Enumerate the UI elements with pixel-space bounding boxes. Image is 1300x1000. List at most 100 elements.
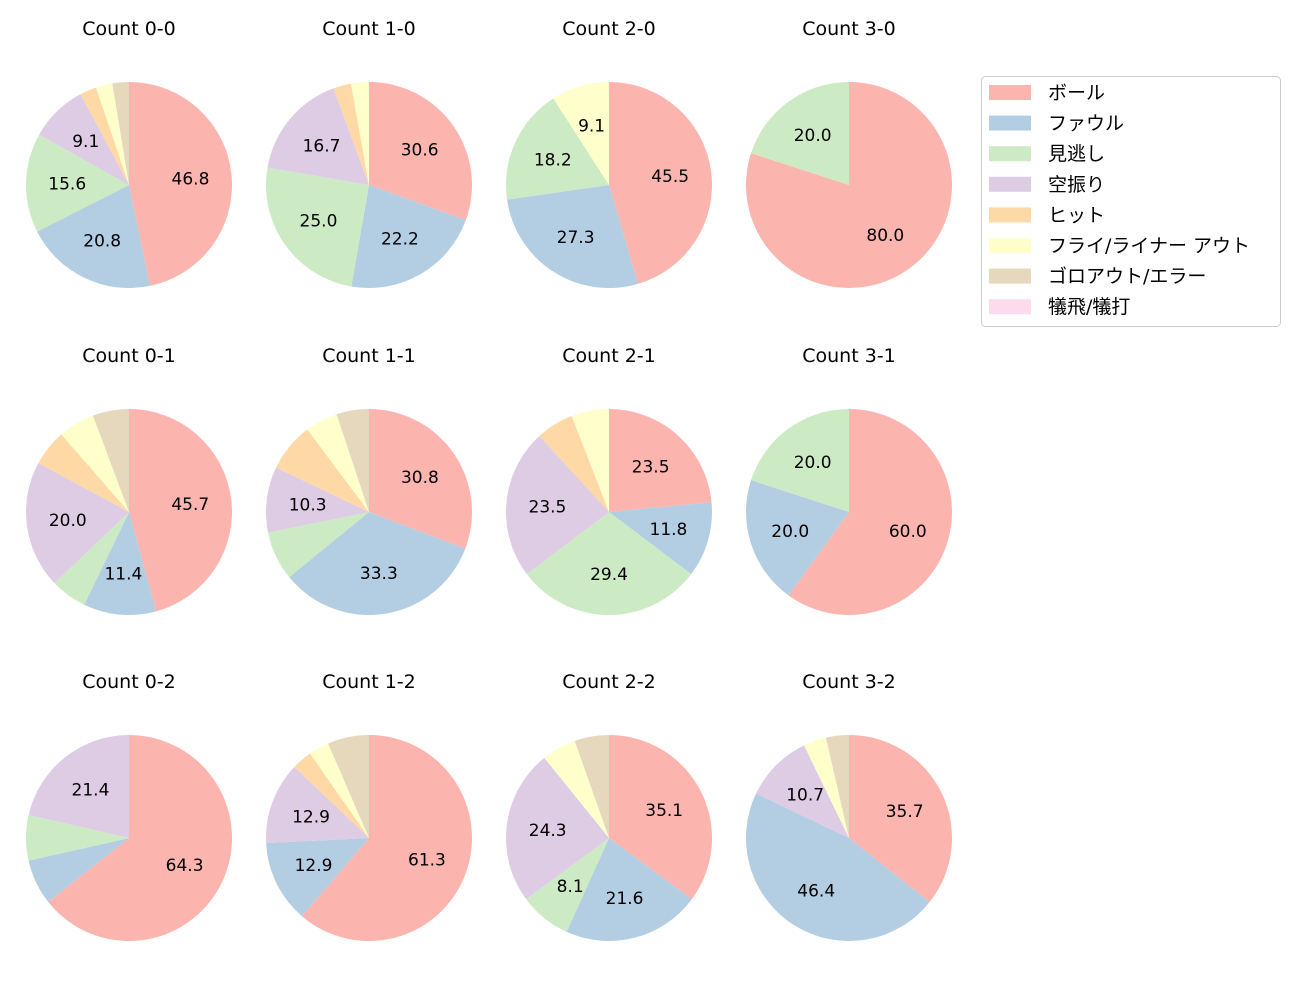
slice-label: 16.7 [303,136,341,156]
pie-slice-ファウル [266,838,369,917]
slice-label: 20.0 [794,453,832,473]
slice-label: 21.6 [606,889,644,909]
slice-label: 8.1 [557,877,584,897]
pie-slice-ボール [129,409,233,612]
legend-swatch [989,207,1031,223]
pie-slice-見逃し [751,82,849,185]
slice-label: 80.0 [866,226,904,246]
slice-label: 23.5 [529,497,567,517]
pie-slice-見逃し [526,838,609,932]
pie-slice-フライ/ライナー アウト [307,414,369,512]
pie-title: Count 0-0 [82,18,176,40]
slice-label: 30.8 [401,468,439,488]
pie-slice-空振り [267,88,369,185]
slice-label: 20.0 [794,126,832,146]
pie-count-2-1: Count 2-1 23.5 11.8 29.4 23.5 [506,345,712,616]
pie-slice-ファウル [609,502,712,575]
pie-slice-空振り [28,735,130,838]
slice-label: 10.7 [786,785,824,805]
pie-title: Count 2-2 [562,671,656,693]
pie-slice-フライ/ライナー アウト [553,82,609,185]
pie-title: Count 3-1 [802,345,896,367]
pie-slice-ボール [609,735,712,900]
pie-title: Count 1-1 [322,345,416,367]
pie-slice-ファウル [507,185,639,288]
pie-slice-空振り [505,757,609,900]
pie-slice-フライ/ライナー アウト [310,743,369,838]
pie-slice-見逃し [266,167,369,287]
slice-label: 23.5 [632,457,670,477]
pie-title: Count 3-0 [802,18,896,40]
legend-label: ゴロアウト/エラー [1048,266,1206,288]
pie-slice-ゴロアウト/エラー [328,735,369,838]
legend-label: 空振り [1048,174,1105,196]
pie-slice-空振り [265,467,369,533]
slice-label: 46.4 [797,881,835,901]
legend-swatch [989,238,1031,253]
pie-slice-ボール [746,82,953,288]
pie-slice-ファウル [566,838,692,941]
pie-slice-ゴロアウト/エラー [825,735,849,838]
pie-slice-ボール [48,735,233,942]
pie-title: Count 3-2 [802,671,896,693]
slice-label: 15.6 [48,175,86,195]
pie-slice-空振り [266,767,369,844]
pie-slice-ヒット [80,87,129,185]
slice-label: 35.7 [886,802,924,822]
pie-slice-フライ/ライナー アウト [95,83,129,185]
legend-swatch [989,176,1031,192]
pie-slice-ゴロアウト/エラー [336,409,369,512]
slice-label: 11.8 [650,520,688,540]
pie-slice-フライ/ライナー アウト [803,737,849,838]
pie-slice-見逃し [54,512,129,605]
pie-slice-ボール [301,735,473,941]
slice-label: 21.4 [72,781,110,801]
slice-label: 46.8 [172,170,210,190]
pie-slice-見逃し [526,512,692,616]
pie-slice-ボール [849,735,952,903]
pie-count-1-2: Count 1-2 61.3 12.9 12.9 [266,671,473,941]
pie-slice-フライ/ライナー アウト [350,82,369,185]
pie-title: Count 0-2 [82,671,176,693]
pie-slice-ボール [369,409,473,549]
slice-label: 10.3 [289,495,327,515]
slice-label: 27.3 [557,228,595,248]
slice-label: 20.0 [771,522,809,542]
pie-title: Count 2-1 [562,345,656,367]
pie-slice-ヒット [539,415,609,512]
slice-label: 61.3 [408,850,446,870]
slice-label: 12.9 [292,808,330,828]
slice-label: 9.1 [72,132,99,152]
slice-label: 11.4 [104,565,142,585]
pie-title: Count 0-1 [82,345,176,367]
pie-slice-見逃し [25,815,129,861]
slice-label: 25.0 [300,212,338,232]
legend-label: ファウル [1048,113,1124,135]
pie-slice-見逃し [268,512,369,578]
legend-swatch [989,146,1031,162]
slice-label: 60.0 [889,522,927,542]
pie-slice-フライ/ライナー アウト [571,409,609,512]
pie-count-2-2: Count 2-2 35.1 21.6 8.1 24.3 [505,671,712,941]
pie-slice-ファウル [28,838,129,902]
pie-slice-ゴロアウト/エラー [92,409,129,512]
slice-label: 35.1 [645,801,683,821]
slice-label: 24.3 [529,821,567,841]
pie-count-0-1: Count 0-1 45.7 11.4 20.0 [25,345,233,615]
pie-title: Count 1-0 [322,18,416,40]
legend-swatch [989,299,1031,315]
legend-label: 見逃し [1048,143,1105,165]
pie-slice-ヒット [38,434,129,512]
pie-slice-見逃し [506,98,609,200]
pie-slice-フライ/ライナー アウト [544,740,609,838]
legend-label: ヒット [1048,204,1105,226]
slice-label: 29.4 [590,565,628,585]
pie-slice-見逃し [751,409,849,512]
pie-count-0-2: Count 0-2 64.3 21.4 [25,671,233,942]
pie-slice-ボール [369,82,473,221]
slice-label: 20.8 [83,232,121,252]
pie-count-3-1: Count 3-1 60.0 20.0 20.0 [746,345,952,616]
pie-slice-ファウル [746,480,849,596]
